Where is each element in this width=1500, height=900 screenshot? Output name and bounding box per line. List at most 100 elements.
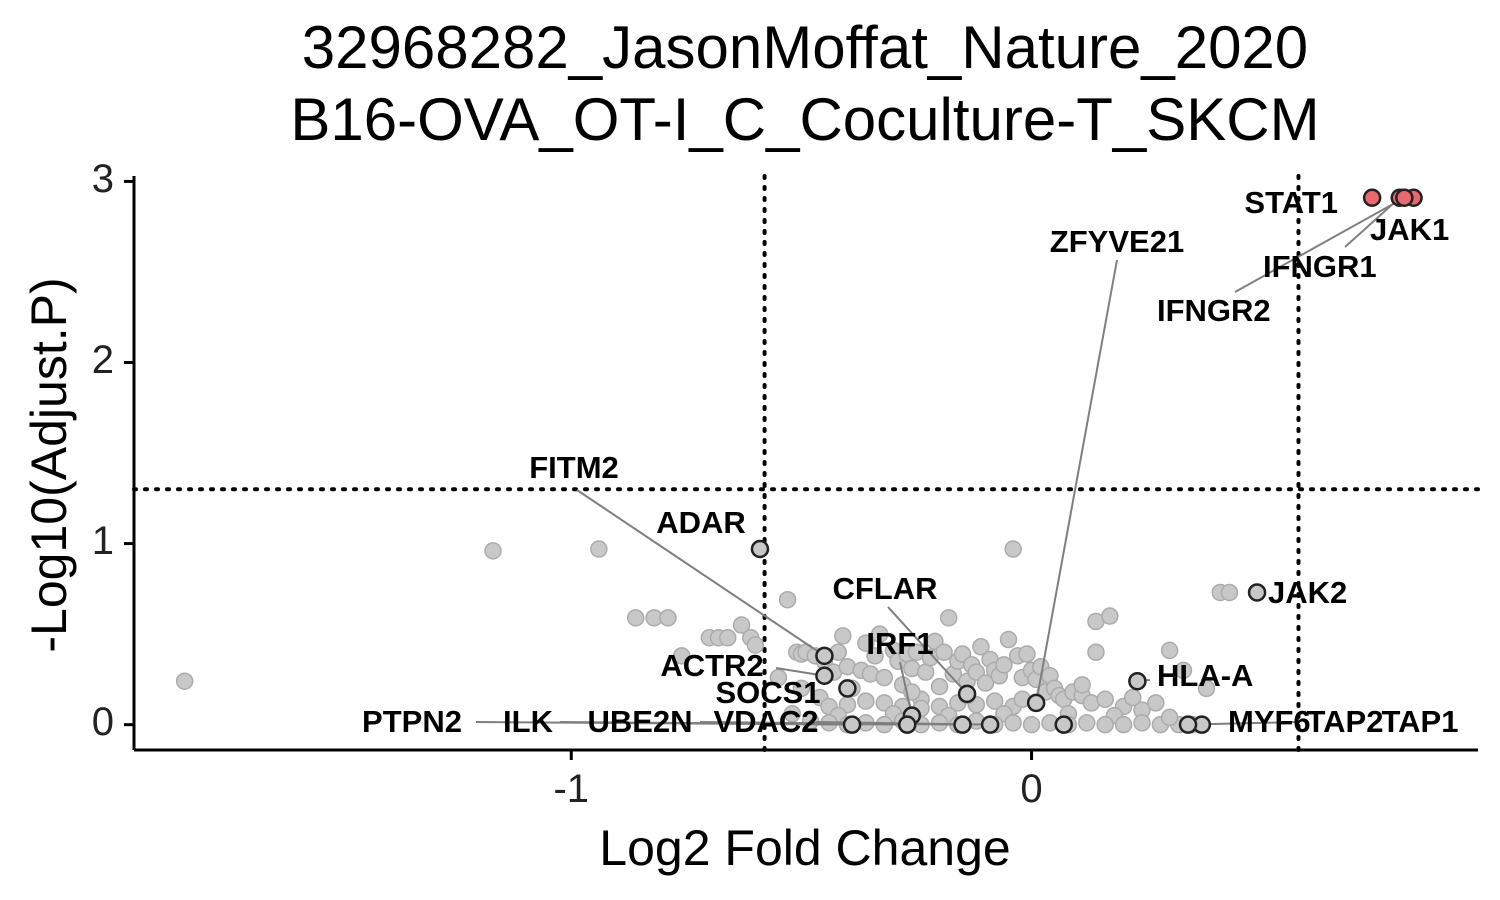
label-connector-cflar: [887, 606, 968, 695]
background-point: [590, 540, 608, 558]
gene-label-jak1: JAK1: [1370, 212, 1449, 247]
gene-label-tap1: TAP1: [1382, 704, 1459, 739]
background-point: [484, 542, 502, 560]
background-point: [1087, 643, 1105, 661]
background-point: [935, 643, 953, 661]
gene-point-ube2n: [953, 715, 972, 734]
background-point: [1078, 714, 1096, 732]
background-point: [1174, 661, 1193, 680]
gene-point-vdac2: [980, 715, 1000, 734]
background-point: [916, 663, 935, 681]
background-point: [1004, 714, 1022, 732]
gene-label-stat1: STAT1: [1244, 185, 1338, 220]
y-tick-label: 2: [92, 338, 114, 382]
label-connector-zfyve21: [1035, 259, 1118, 704]
gene-label-tap2: TAP2: [1307, 704, 1384, 739]
y-tick-label: 1: [92, 519, 114, 563]
background-point: [857, 692, 875, 710]
gene-label-jak2: JAK2: [1268, 575, 1347, 610]
background-point: [1096, 715, 1114, 734]
background-point: [1114, 715, 1133, 734]
background-point: [1147, 694, 1165, 712]
background-point: [1022, 715, 1041, 734]
background-point: [1073, 676, 1091, 694]
gene-label-actr2: ACTR2: [660, 648, 763, 683]
gene-label-socs1: SOCS1: [715, 675, 820, 710]
gene-label-vdac2: VDAC2: [713, 704, 818, 739]
background-point: [875, 668, 893, 687]
gene-point-stat1: [1362, 188, 1382, 207]
background-point: [626, 609, 645, 627]
chart-title-line-1: 32968282_JasonMoffat_Nature_2020: [302, 14, 1308, 81]
gene-point-hla-a: [1128, 671, 1147, 691]
gene-point-tap1: [1054, 715, 1074, 734]
background-point: [732, 616, 751, 634]
background-point: [769, 668, 788, 687]
x-axis-title: Log2 Fold Change: [599, 820, 1010, 876]
gene-label-zfyve21: ZFYVE21: [1050, 224, 1184, 259]
background-point: [1096, 690, 1114, 709]
background-point: [999, 630, 1018, 649]
gene-label-ilk: ILK: [503, 704, 554, 739]
gene-point-adar: [750, 539, 770, 559]
background-point: [1160, 708, 1179, 727]
x-tick-label: -1: [553, 767, 589, 811]
gene-label-ptpn2: PTPN2: [362, 704, 462, 739]
gene-point-jak2: [1247, 583, 1267, 602]
gene-label-ifngr2: IFNGR2: [1157, 293, 1271, 328]
gene-label-fitm2: FITM2: [529, 450, 619, 485]
background-point: [1220, 583, 1239, 602]
background-point: [1197, 679, 1216, 698]
y-tick-label: 0: [92, 700, 114, 744]
label-connector-ifngr2: [1234, 196, 1405, 293]
label-connector-fitm2: [576, 489, 825, 657]
background-point: [985, 692, 1004, 710]
background-point: [976, 674, 995, 692]
gene-label-cflar: CFLAR: [832, 571, 937, 606]
background-point: [857, 634, 875, 652]
gene-label-myf6: MYF6: [1228, 704, 1311, 739]
gene-point-actr2: [815, 666, 834, 686]
y-axis-title: -Log10(Adjust.P): [21, 277, 77, 652]
background-point: [1133, 714, 1151, 732]
background-point: [175, 672, 194, 690]
background-point: [1018, 645, 1036, 663]
background-point: [659, 609, 677, 627]
chart-title-line-2: B16-OVA_OT-I_C_Coculture-T_SKCM: [290, 86, 1319, 153]
background-point: [972, 638, 990, 656]
background-point: [1160, 641, 1179, 660]
gene-label-adar: ADAR: [656, 505, 746, 540]
gene-point-socs1: [838, 679, 857, 698]
background-point: [746, 636, 765, 654]
gene-label-hla-a: HLA-A: [1157, 658, 1253, 693]
background-point: [930, 677, 949, 696]
background-point: [866, 647, 884, 665]
gene-label-ifngr1: IFNGR1: [1263, 249, 1377, 284]
background-point: [1124, 688, 1142, 707]
background-point: [1101, 607, 1119, 625]
background-point: [792, 679, 811, 698]
background-point: [995, 656, 1013, 674]
axes: 0 1 2 3 -1 0: [92, 157, 1478, 811]
gene-label-irf1: IRF1: [866, 626, 933, 661]
background-point: [870, 625, 889, 643]
background-point: [834, 627, 852, 645]
background-point: [1004, 540, 1022, 558]
x-tick-label: 0: [1020, 767, 1042, 811]
background-point: [783, 705, 801, 723]
y-tick-label: 3: [92, 157, 114, 201]
background-point: [939, 609, 958, 627]
gene-label-ube2n: UBE2N: [587, 704, 692, 739]
background-point: [672, 647, 691, 665]
gene-point-cflar: [957, 684, 977, 704]
gene-point-zfyve21: [1026, 693, 1046, 713]
gene-point-ptpn2: [842, 715, 862, 734]
background-point: [719, 628, 737, 647]
gene-point-fitm2: [815, 646, 834, 666]
gene-point-tap2: [1178, 715, 1198, 734]
background-point: [778, 590, 797, 609]
gene-point-ilk: [898, 715, 917, 734]
gene-point-ifngr2: [1395, 188, 1414, 207]
